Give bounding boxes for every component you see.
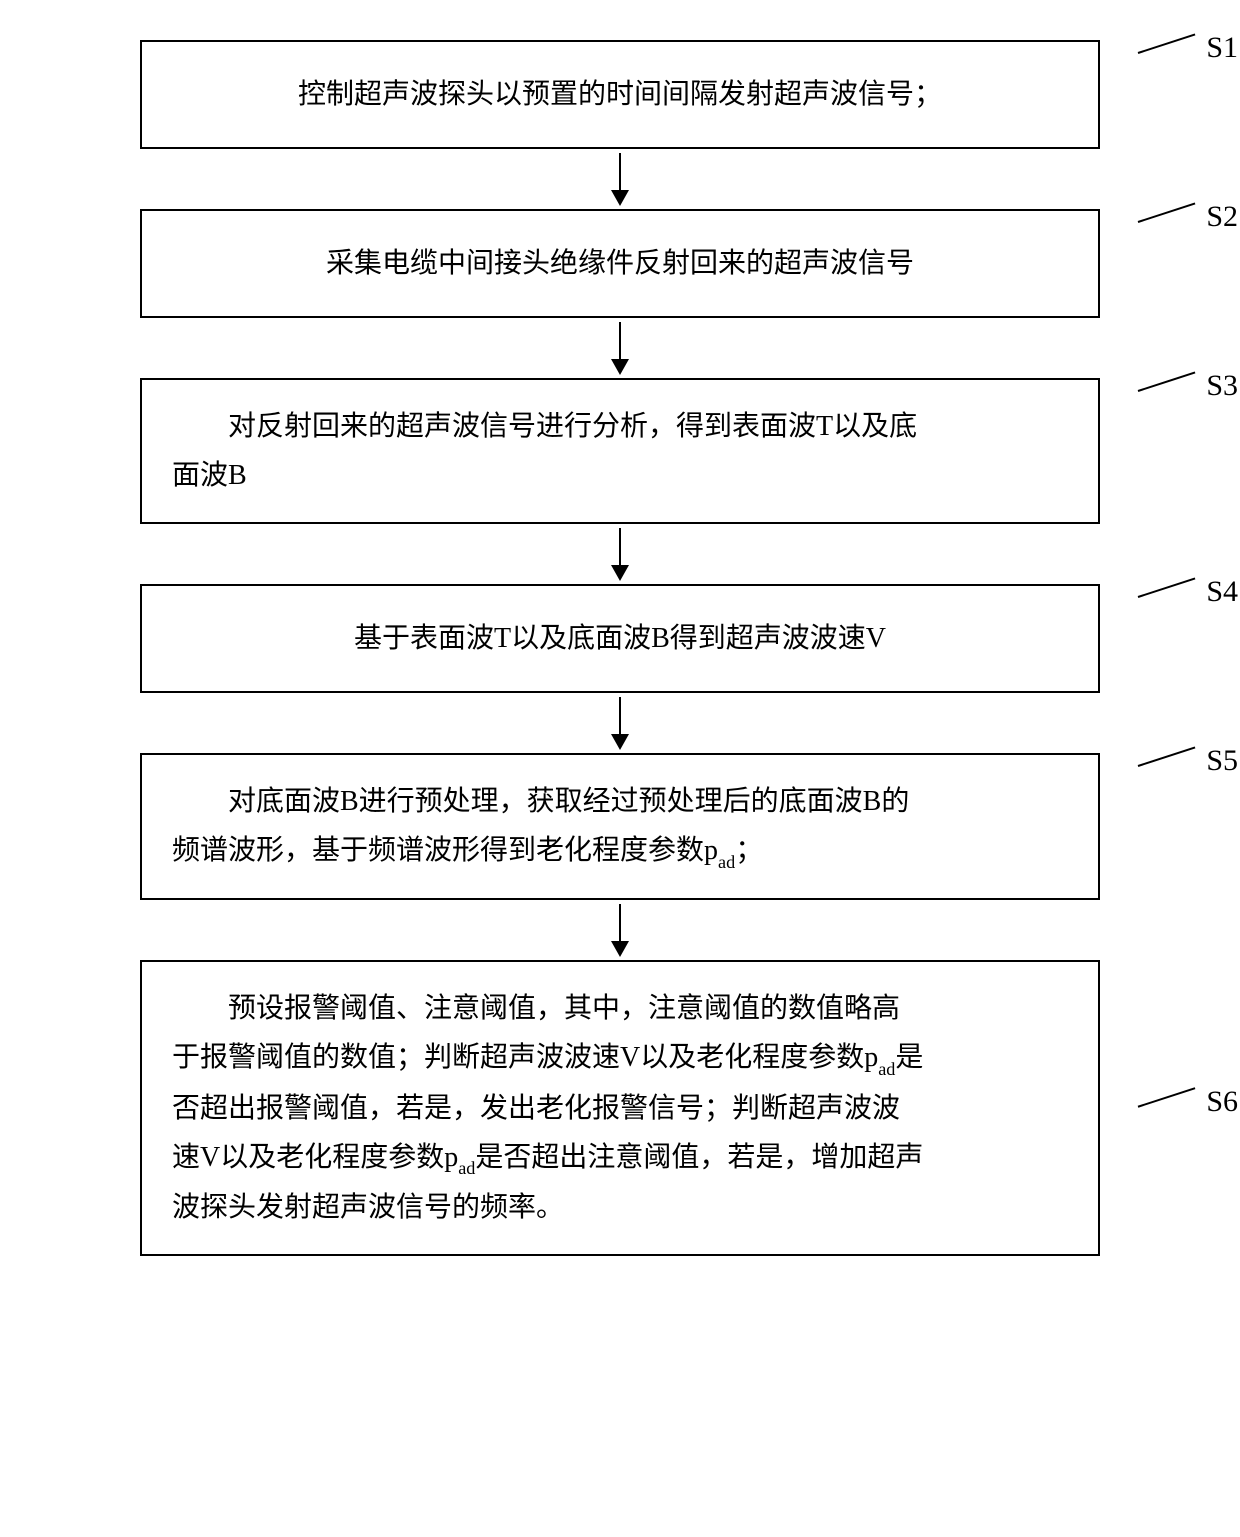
label-connector-s3: S3 xyxy=(1138,372,1238,413)
s5-l2-pre: 频谱波形，基于频谱波形得到老化程度参数p xyxy=(172,835,718,866)
step-label-s5: S5 xyxy=(1206,735,1238,788)
label-connector-s1: S1 xyxy=(1138,34,1238,75)
arrow-line xyxy=(619,904,621,942)
arrow-line xyxy=(619,697,621,735)
step-label-s1: S1 xyxy=(1206,22,1238,75)
arrow-line xyxy=(619,528,621,566)
s6-l2-post: 是 xyxy=(895,1042,923,1073)
step-label-s3: S3 xyxy=(1206,360,1238,413)
arrow-1-2 xyxy=(611,149,629,209)
step-s6-line3: 否超出报警阈值，若是，发出老化报警信号；判断超声波波 xyxy=(172,1084,1068,1133)
s6-l4-sub: ad xyxy=(458,1158,475,1178)
diag-line xyxy=(1138,34,1198,54)
arrow-line xyxy=(619,322,621,360)
step-s5: 对底面波B进行预处理，获取经过预处理后的底面波B的 频谱波形，基于频谱波形得到老… xyxy=(140,753,1100,900)
diag-line xyxy=(1138,747,1198,767)
label-connector-s4: S4 xyxy=(1138,578,1238,619)
arrow-2-3 xyxy=(611,318,629,378)
arrow-4-5 xyxy=(611,693,629,753)
step-s2-text: 采集电缆中间接头绝缘件反射回来的超声波信号 xyxy=(326,248,914,279)
arrow-5-6 xyxy=(611,900,629,960)
step-s5-line2: 频谱波形，基于频谱波形得到老化程度参数pad； xyxy=(172,835,763,866)
arrow-3-4 xyxy=(611,524,629,584)
arrow-head xyxy=(611,190,629,206)
s5-l2-post: ； xyxy=(735,835,763,866)
label-connector-s6: S6 xyxy=(1138,1088,1238,1129)
arrow-head xyxy=(611,565,629,581)
step-s1-text: 控制超声波探头以预置的时间间隔发射超声波信号； xyxy=(298,79,942,110)
s5-l2-sub: ad xyxy=(718,852,735,872)
step-s6-line2: 于报警阈值的数值；判断超声波波速V以及老化程度参数pad是 xyxy=(172,1033,1068,1083)
step-s3-line1: 对反射回来的超声波信号进行分析，得到表面波T以及底 xyxy=(172,402,1068,451)
arrow-head xyxy=(611,734,629,750)
step-label-s4: S4 xyxy=(1206,566,1238,619)
arrow-head xyxy=(611,941,629,957)
step-s2: 采集电缆中间接头绝缘件反射回来的超声波信号 S2 xyxy=(140,209,1100,318)
diag-line xyxy=(1138,1088,1198,1108)
arrow-line xyxy=(619,153,621,191)
step-s3-line2: 面波B xyxy=(172,460,247,491)
step-s5-line1: 对底面波B进行预处理，获取经过预处理后的底面波B的 xyxy=(172,777,1068,826)
diag-line xyxy=(1138,203,1198,223)
step-s6-line4: 速V以及老化程度参数pad是否超出注意阈值，若是，增加超声 xyxy=(172,1133,1068,1183)
label-connector-s2: S2 xyxy=(1138,203,1238,244)
s6-l4-pre: 速V以及老化程度参数p xyxy=(172,1142,458,1173)
step-s6: 预设报警阈值、注意阈值，其中，注意阈值的数值略高 于报警阈值的数值；判断超声波波… xyxy=(140,960,1100,1256)
step-s3: 对反射回来的超声波信号进行分析，得到表面波T以及底 面波B S3 xyxy=(140,378,1100,524)
s6-l2-sub: ad xyxy=(878,1059,895,1079)
step-s4: 基于表面波T以及底面波B得到超声波波速V S4 xyxy=(140,584,1100,693)
diag-line xyxy=(1138,372,1198,392)
step-s6-line1: 预设报警阈值、注意阈值，其中，注意阈值的数值略高 xyxy=(172,984,1068,1033)
step-label-s2: S2 xyxy=(1206,191,1238,244)
s6-l4-post: 是否超出注意阈值，若是，增加超声 xyxy=(475,1142,923,1173)
label-connector-s5: S5 xyxy=(1138,747,1238,788)
flowchart-container: 控制超声波探头以预置的时间间隔发射超声波信号； S1 采集电缆中间接头绝缘件反射… xyxy=(60,40,1180,1256)
s6-l2-pre: 于报警阈值的数值；判断超声波波速V以及老化程度参数p xyxy=(172,1042,878,1073)
diag-line xyxy=(1138,578,1198,598)
step-label-s6: S6 xyxy=(1206,1076,1238,1129)
arrow-head xyxy=(611,359,629,375)
step-s4-text: 基于表面波T以及底面波B得到超声波波速V xyxy=(354,623,886,654)
step-s1: 控制超声波探头以预置的时间间隔发射超声波信号； S1 xyxy=(140,40,1100,149)
step-s6-line5: 波探头发射超声波信号的频率。 xyxy=(172,1183,1068,1232)
